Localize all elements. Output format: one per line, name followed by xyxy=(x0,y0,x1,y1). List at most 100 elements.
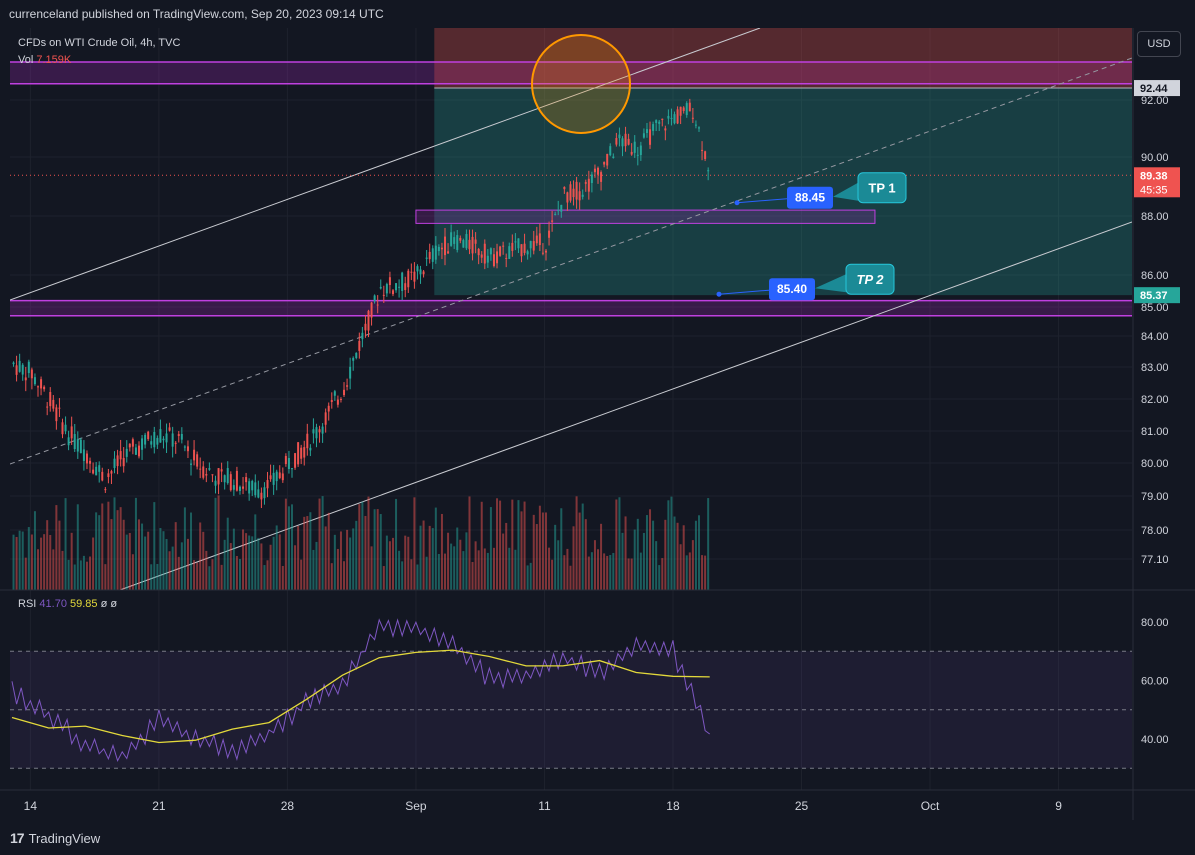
volume-bar xyxy=(670,496,673,590)
volume-bar xyxy=(474,541,477,590)
candle-body xyxy=(538,233,541,246)
candle-body xyxy=(339,399,342,401)
candle-body xyxy=(707,170,710,172)
candle-body xyxy=(281,473,284,481)
volume-bar xyxy=(21,531,24,590)
candle-body xyxy=(704,151,707,159)
volume-bar xyxy=(652,520,655,590)
volume-bar xyxy=(327,512,330,590)
tp-label: TP 1 xyxy=(868,181,895,196)
time-axis: 14 21 28 Sep 11 18 25 Oct 9 xyxy=(24,799,1063,813)
tradingview-brand: TradingView xyxy=(28,830,101,846)
candle-body xyxy=(137,445,140,457)
volume-bar xyxy=(266,560,269,590)
volume-bar xyxy=(520,511,523,590)
volume-bar xyxy=(70,532,73,590)
rsi-empty-1: ø xyxy=(100,598,108,610)
candle-body xyxy=(358,340,361,351)
volume-bar xyxy=(232,528,235,590)
volume-bar xyxy=(615,499,618,590)
time-tick-label: 21 xyxy=(152,799,166,813)
volume-bar xyxy=(554,524,557,590)
chart-legend: CFDs on WTI Crude Oil, 4h, TVC Vol 7.159… xyxy=(18,35,180,69)
volume-bar xyxy=(440,513,443,590)
volume-bar xyxy=(352,528,355,590)
candle-body xyxy=(514,241,517,243)
volume-bar xyxy=(131,554,134,590)
candle-body xyxy=(141,438,144,450)
volume-bar xyxy=(43,534,46,590)
candle-body xyxy=(58,407,61,409)
candle-body xyxy=(70,426,73,439)
candle-body xyxy=(615,138,618,145)
time-tick-label: 11 xyxy=(538,799,551,813)
candle-body xyxy=(116,455,119,467)
candle-body xyxy=(85,453,88,464)
rsi-ma-value: 59.85 xyxy=(70,598,98,610)
price-badge-text: 85.37 xyxy=(1140,290,1168,302)
candle-body xyxy=(98,465,101,472)
volume-bar xyxy=(52,549,55,590)
volume-bar xyxy=(214,497,217,590)
candle-body xyxy=(425,257,428,259)
candle-body xyxy=(486,255,489,263)
candle-body xyxy=(413,271,416,282)
candle-body xyxy=(587,178,590,192)
volume-bar xyxy=(248,535,251,590)
volume-bar xyxy=(431,528,434,590)
volume-bar xyxy=(560,508,563,590)
candle-body xyxy=(563,186,566,190)
candle-body xyxy=(474,239,477,244)
candle-body xyxy=(346,385,349,387)
tp-price-badge xyxy=(787,186,833,209)
volume-bar xyxy=(593,540,596,590)
candle-body xyxy=(43,386,46,390)
candle-body xyxy=(297,442,300,465)
candle-body xyxy=(300,447,303,459)
price-tick-label: 78.00 xyxy=(1141,525,1169,537)
volume-bar xyxy=(456,527,459,590)
candle-body xyxy=(128,443,131,448)
volume-bar xyxy=(153,502,156,590)
symbol-label[interactable]: CFDs on WTI Crude Oil, 4h, TVC xyxy=(18,37,181,49)
volume-bar xyxy=(168,551,171,590)
price-axis: 92.00 90.00 88.00 86.00 85.00 84.00 83.00 82.00… xyxy=(1134,80,1180,566)
volume-bar xyxy=(529,562,532,590)
candle-body xyxy=(676,109,679,124)
candle-body xyxy=(190,463,193,465)
candle-body xyxy=(196,454,199,467)
price-tick-label: 81.00 xyxy=(1141,426,1169,438)
candle-body xyxy=(24,377,27,381)
grid-lines xyxy=(10,28,1132,790)
volume-bar xyxy=(508,547,511,590)
volume-bar xyxy=(171,546,174,590)
volume-bar xyxy=(526,565,529,590)
volume-bar xyxy=(134,497,137,590)
candle-body xyxy=(661,118,664,120)
volume-bar xyxy=(514,549,517,590)
volume-bar xyxy=(465,532,468,590)
volume-bar xyxy=(404,535,407,590)
candle-body xyxy=(606,153,609,166)
volume-bar xyxy=(563,555,566,590)
volume-bar xyxy=(496,498,499,590)
volume-bar xyxy=(584,519,587,590)
candle-body xyxy=(79,439,82,454)
volume-bar xyxy=(278,534,281,590)
candle-body xyxy=(456,235,459,250)
candle-body xyxy=(431,248,434,262)
volume-bar xyxy=(575,496,578,590)
rsi-label[interactable]: RSI xyxy=(18,598,37,610)
volume-bar xyxy=(104,564,107,590)
candle-body xyxy=(119,451,122,460)
volume-bar xyxy=(425,556,428,590)
candle-body xyxy=(364,323,367,331)
currency-button[interactable]: USD xyxy=(1137,31,1181,57)
candle-body xyxy=(55,407,58,422)
volume-bar xyxy=(251,536,254,590)
candle-body xyxy=(590,174,593,184)
volume-bar xyxy=(407,536,410,590)
candle-body xyxy=(502,245,505,247)
volume-bar xyxy=(122,519,125,590)
